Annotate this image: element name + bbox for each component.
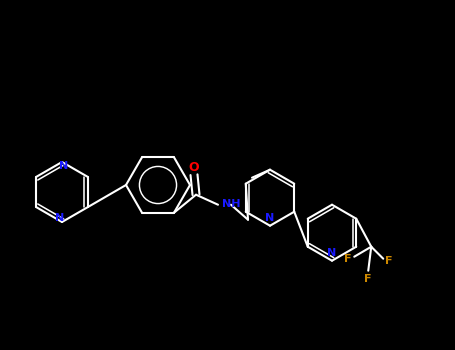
- Text: N: N: [59, 161, 69, 171]
- Text: N: N: [56, 213, 65, 223]
- Text: N: N: [265, 213, 275, 223]
- Text: F: F: [344, 254, 352, 264]
- Text: F: F: [364, 274, 372, 284]
- Text: NH: NH: [222, 199, 241, 209]
- Text: N: N: [328, 248, 337, 258]
- Text: F: F: [385, 256, 393, 266]
- Text: O: O: [189, 161, 199, 174]
